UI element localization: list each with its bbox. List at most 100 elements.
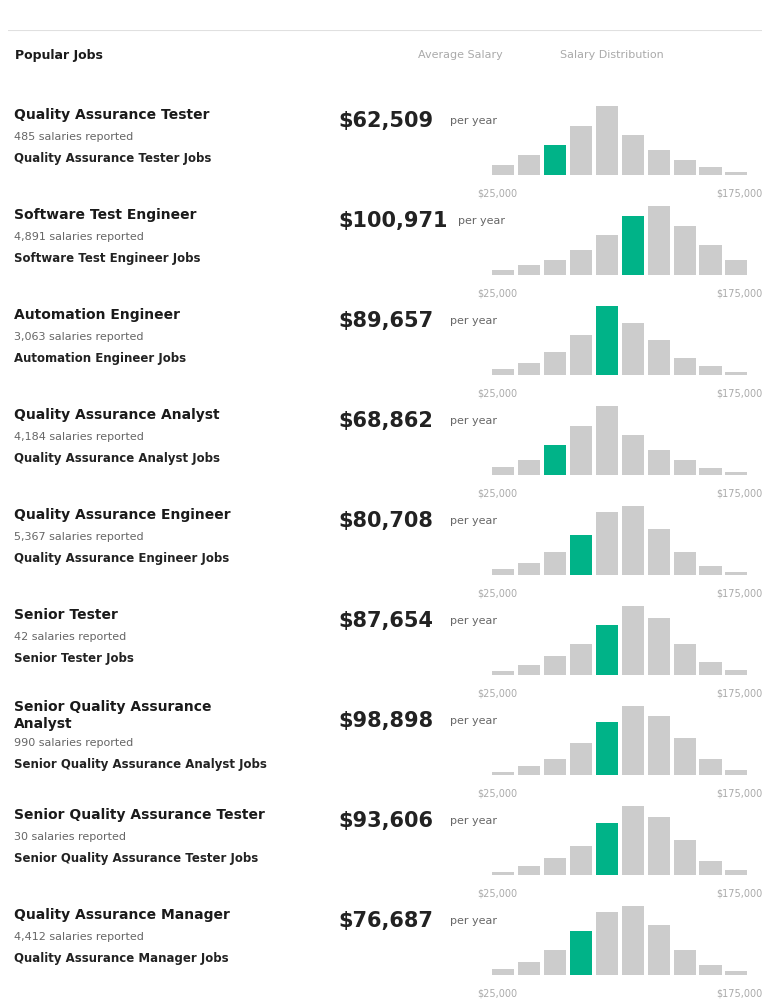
Text: Quality Assurance Manager: Quality Assurance Manager (14, 908, 229, 922)
Bar (544, 656, 566, 675)
Bar (648, 150, 670, 175)
Text: Senior Quality Assurance
Analyst: Senior Quality Assurance Analyst (14, 700, 211, 731)
Text: per year: per year (450, 916, 497, 926)
Bar (622, 606, 644, 675)
Bar (492, 569, 514, 575)
Text: $25,000: $25,000 (477, 288, 517, 298)
Bar (699, 861, 721, 875)
Text: $175,000: $175,000 (716, 588, 762, 598)
Text: Salary Distribution: Salary Distribution (560, 50, 663, 60)
Bar (492, 969, 514, 975)
Text: Popular Jobs: Popular Jobs (15, 48, 103, 62)
Text: 30 salaries reported: 30 salaries reported (14, 832, 126, 842)
Bar (699, 566, 721, 575)
Text: $175,000: $175,000 (716, 188, 762, 198)
Bar (492, 872, 514, 875)
Text: per year: per year (450, 516, 497, 526)
Bar (674, 552, 695, 575)
Bar (674, 950, 695, 975)
Text: $25,000: $25,000 (477, 688, 517, 698)
Text: $25,000: $25,000 (477, 788, 517, 798)
Bar (699, 965, 721, 975)
Text: Senior Tester Jobs: Senior Tester Jobs (14, 652, 134, 665)
Bar (648, 817, 670, 875)
Text: Automation Engineer Jobs: Automation Engineer Jobs (14, 352, 186, 365)
Text: Quality Assurance Engineer: Quality Assurance Engineer (14, 508, 230, 522)
Bar (518, 766, 541, 775)
Bar (699, 245, 721, 275)
Bar (725, 670, 748, 675)
Text: per year: per year (450, 416, 497, 426)
Bar (544, 145, 566, 175)
Text: $25,000: $25,000 (477, 588, 517, 598)
Text: 485 salaries reported: 485 salaries reported (14, 132, 133, 142)
Text: 5,367 salaries reported: 5,367 salaries reported (14, 532, 143, 542)
Bar (518, 363, 541, 375)
Bar (699, 759, 721, 775)
Bar (544, 858, 566, 875)
Bar (596, 406, 618, 475)
Bar (648, 206, 670, 275)
Text: Quality Assurance Tester: Quality Assurance Tester (14, 108, 209, 122)
Bar (596, 625, 618, 675)
Text: Quality Assurance Analyst: Quality Assurance Analyst (14, 408, 219, 422)
Bar (570, 644, 592, 675)
Bar (648, 618, 670, 675)
Text: Average Salary: Average Salary (418, 50, 503, 60)
Text: per year: per year (458, 216, 505, 226)
Text: Quality Assurance Engineer Jobs: Quality Assurance Engineer Jobs (14, 552, 229, 565)
Text: Senior Quality Assurance Analyst Jobs: Senior Quality Assurance Analyst Jobs (14, 758, 266, 771)
Bar (492, 369, 514, 375)
Bar (492, 467, 514, 475)
Bar (622, 135, 644, 175)
Bar (725, 172, 748, 175)
Bar (492, 165, 514, 175)
Bar (674, 160, 695, 175)
Bar (596, 722, 618, 775)
Bar (518, 563, 541, 575)
Bar (596, 106, 618, 175)
Bar (492, 671, 514, 675)
Bar (648, 925, 670, 975)
Text: 3,063 salaries reported: 3,063 salaries reported (14, 332, 143, 342)
Bar (544, 352, 566, 375)
Text: per year: per year (450, 816, 497, 826)
Text: $68,862: $68,862 (338, 411, 433, 431)
Bar (725, 870, 748, 875)
Text: $175,000: $175,000 (716, 889, 762, 898)
Text: per year: per year (450, 115, 497, 125)
Bar (544, 260, 566, 275)
Text: $25,000: $25,000 (477, 889, 517, 898)
Text: Software Test Engineer Jobs: Software Test Engineer Jobs (14, 252, 200, 265)
Bar (544, 950, 566, 975)
Text: $175,000: $175,000 (716, 388, 762, 398)
Bar (674, 738, 695, 775)
Bar (699, 167, 721, 175)
Bar (648, 450, 670, 475)
Text: $25,000: $25,000 (477, 388, 517, 398)
Bar (622, 706, 644, 775)
Text: Quality Assurance Manager Jobs: Quality Assurance Manager Jobs (14, 952, 229, 965)
Text: Automation Engineer: Automation Engineer (14, 308, 180, 322)
Bar (699, 366, 721, 375)
Bar (544, 445, 566, 475)
Bar (674, 358, 695, 375)
Bar (622, 506, 644, 575)
Text: $93,606: $93,606 (338, 810, 433, 830)
Bar (518, 155, 541, 175)
Text: $175,000: $175,000 (716, 988, 762, 998)
Bar (596, 823, 618, 875)
Text: Senior Quality Assurance Tester Jobs: Senior Quality Assurance Tester Jobs (14, 852, 258, 865)
Text: Software Test Engineer: Software Test Engineer (14, 208, 196, 222)
Bar (492, 772, 514, 775)
Text: $87,654: $87,654 (338, 610, 433, 630)
Text: $100,971: $100,971 (338, 211, 447, 231)
Text: $89,657: $89,657 (338, 310, 434, 330)
Text: $175,000: $175,000 (716, 288, 762, 298)
Bar (674, 840, 695, 875)
Text: 4,184 salaries reported: 4,184 salaries reported (14, 432, 144, 442)
Text: $175,000: $175,000 (716, 688, 762, 698)
Bar (518, 665, 541, 675)
Bar (570, 931, 592, 975)
Text: Senior Quality Assurance Tester: Senior Quality Assurance Tester (14, 808, 265, 822)
